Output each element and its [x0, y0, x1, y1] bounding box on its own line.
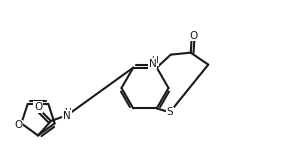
Text: O: O — [190, 31, 198, 41]
Text: H: H — [64, 108, 71, 117]
Text: H: H — [151, 56, 158, 65]
Text: S: S — [166, 107, 173, 117]
Text: N: N — [63, 111, 70, 121]
Text: N: N — [149, 59, 156, 69]
Text: O: O — [34, 102, 42, 112]
Text: O: O — [14, 120, 22, 130]
